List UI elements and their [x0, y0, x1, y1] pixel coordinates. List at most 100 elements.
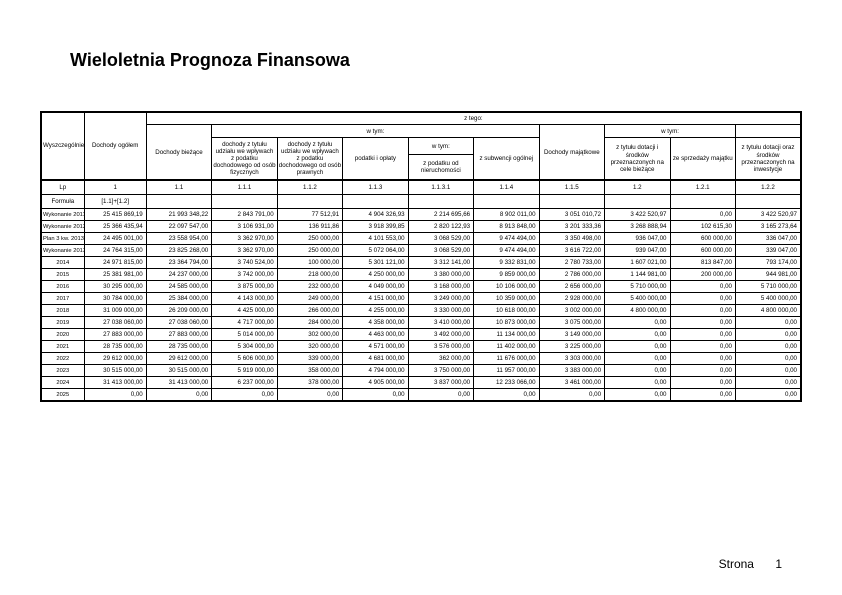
cell-value: 3 330 000,00 — [408, 305, 473, 317]
cell-colid: 1.1.4 — [474, 180, 539, 195]
cell-value: 0,00 — [670, 293, 735, 305]
cell-value: 4 800 000,00 — [735, 305, 801, 317]
cell-value: 0,00 — [605, 329, 670, 341]
cell-value: 28 735 000,00 — [84, 341, 146, 353]
cell-value: 3 461 000,00 — [539, 377, 604, 389]
cell-value: 249 000,00 — [277, 293, 342, 305]
cell-value: 0,00 — [670, 365, 735, 377]
cell-value: 31 009 000,00 — [84, 305, 146, 317]
table-row: 202431 413 000,0031 413 000,006 237 000,… — [41, 377, 801, 389]
cell-empty — [670, 195, 735, 209]
cell-value: 3 383 000,00 — [539, 365, 604, 377]
cell-value: 3 249 000,00 — [408, 293, 473, 305]
cell-value: 10 873 000,00 — [474, 317, 539, 329]
cell-value: 2 820 122,93 — [408, 221, 473, 233]
cell-value: 31 413 000,00 — [84, 377, 146, 389]
cell-value: 0,00 — [605, 317, 670, 329]
hdr-112: dochody z tytułu udziału we wpływach z p… — [277, 138, 342, 180]
cell-value: 24 237 000,00 — [146, 269, 211, 281]
hdr-wtym-2: w tym: — [605, 125, 736, 138]
cell-value: 3 149 000,00 — [539, 329, 604, 341]
cell-value: 11 957 000,00 — [474, 365, 539, 377]
cell-value: 5 014 000,00 — [212, 329, 277, 341]
cell-value: 24 495 001,00 — [84, 233, 146, 245]
cell-empty — [146, 195, 211, 209]
hdr-1131: z podatku od nieruchomości — [408, 155, 473, 180]
cell-value: 0,00 — [277, 389, 342, 402]
cell-value: 0,00 — [474, 389, 539, 402]
cell-value: 5 606 000,00 — [212, 353, 277, 365]
cell-value: 0,00 — [84, 389, 146, 402]
cell-value: 0,00 — [605, 341, 670, 353]
cell-value: 30 295 000,00 — [84, 281, 146, 293]
table-row: 202027 883 000,0027 883 000,005 014 000,… — [41, 329, 801, 341]
cell-value: 0,00 — [735, 389, 801, 402]
cell-value: 3 380 000,00 — [408, 269, 473, 281]
cell-value: 25 384 000,00 — [146, 293, 211, 305]
cell-value: 4 571 000,00 — [343, 341, 408, 353]
cell-value: 0,00 — [605, 353, 670, 365]
cell-value: 378 000,00 — [277, 377, 342, 389]
cell-value: 3 837 000,00 — [408, 377, 473, 389]
row-formula: Formuła[1.1]+[1.2] — [41, 195, 801, 209]
hdr-wyszcz: Wyszczególnienie — [41, 112, 84, 180]
cell-value: 793 174,00 — [735, 257, 801, 269]
cell-value: 10 106 000,00 — [474, 281, 539, 293]
cell-value: 9 859 000,00 — [474, 269, 539, 281]
cell-value: 27 883 000,00 — [84, 329, 146, 341]
cell-value: 362 000,00 — [408, 353, 473, 365]
cell-value: 250 000,00 — [277, 233, 342, 245]
cell-value: 23 364 794,00 — [146, 257, 211, 269]
cell-value: 5 072 064,00 — [343, 245, 408, 257]
cell-value: 4 101 553,00 — [343, 233, 408, 245]
row-label: Plan 3 kw. 2013 — [41, 233, 84, 245]
cell-value: 1 607 021,00 — [605, 257, 670, 269]
table-body: Lp11.11.1.11.1.21.1.31.1.3.11.1.41.1.51.… — [41, 180, 801, 401]
cell-colid: 1.1.5 — [539, 180, 604, 195]
cell-value: 0,00 — [670, 305, 735, 317]
table-row: 201424 971 815,0023 364 794,003 740 524,… — [41, 257, 801, 269]
cell-colid: 1.2 — [605, 180, 670, 195]
table-row: 201831 009 000,0026 209 000,004 425 000,… — [41, 305, 801, 317]
cell-value: 0,00 — [408, 389, 473, 402]
cell-value: 3 492 000,00 — [408, 329, 473, 341]
cell-value: 3 742 000,00 — [212, 269, 277, 281]
cell-value: 4 905 000,00 — [343, 377, 408, 389]
cell-value: 600 000,00 — [670, 233, 735, 245]
cell-value: 136 911,86 — [277, 221, 342, 233]
cell-value: 3 068 529,00 — [408, 245, 473, 257]
hdr-dochody-biezace: Dochody bieżące — [146, 125, 211, 180]
cell-value: 25 366 435,94 — [84, 221, 146, 233]
cell-value: 100 000,00 — [277, 257, 342, 269]
cell-colid: 1.1 — [146, 180, 211, 195]
hdr-115: z tytułu dotacji i środków przeznaczonyc… — [605, 138, 670, 180]
cell-value: 3 165 273,64 — [735, 221, 801, 233]
cell-value: 3 303 000,00 — [539, 353, 604, 365]
cell-value: 24 764 315,00 — [84, 245, 146, 257]
cell-value: 24 585 000,00 — [146, 281, 211, 293]
cell-value: 0,00 — [539, 389, 604, 402]
cell-value: 23 825 268,00 — [146, 245, 211, 257]
cell-formula-value: [1.1]+[1.2] — [84, 195, 146, 209]
cell-value: 5 919 000,00 — [212, 365, 277, 377]
table-row: 202330 515 000,0030 515 000,005 919 000,… — [41, 365, 801, 377]
cell-value: 302 000,00 — [277, 329, 342, 341]
cell-value: 0,00 — [605, 389, 670, 402]
cell-value: 0,00 — [670, 377, 735, 389]
cell-value: 5 710 000,00 — [605, 281, 670, 293]
cell-value: 6 237 000,00 — [212, 377, 277, 389]
cell-value: 11 134 000,00 — [474, 329, 539, 341]
cell-value: 3 312 141,00 — [408, 257, 473, 269]
cell-value: 0,00 — [670, 353, 735, 365]
row-label: 2015 — [41, 269, 84, 281]
cell-value: 3 875 000,00 — [212, 281, 277, 293]
cell-value: 10 359 000,00 — [474, 293, 539, 305]
table-row: Plan 3 kw. 201324 495 001,0023 558 954,0… — [41, 233, 801, 245]
cell-value: 358 000,00 — [277, 365, 342, 377]
cell-empty — [474, 195, 539, 209]
cell-value: 2 928 000,00 — [539, 293, 604, 305]
cell-value: 5 710 000,00 — [735, 281, 801, 293]
cell-value: 939 047,00 — [605, 245, 670, 257]
cell-value: 3 750 000,00 — [408, 365, 473, 377]
cell-value: 944 981,00 — [735, 269, 801, 281]
